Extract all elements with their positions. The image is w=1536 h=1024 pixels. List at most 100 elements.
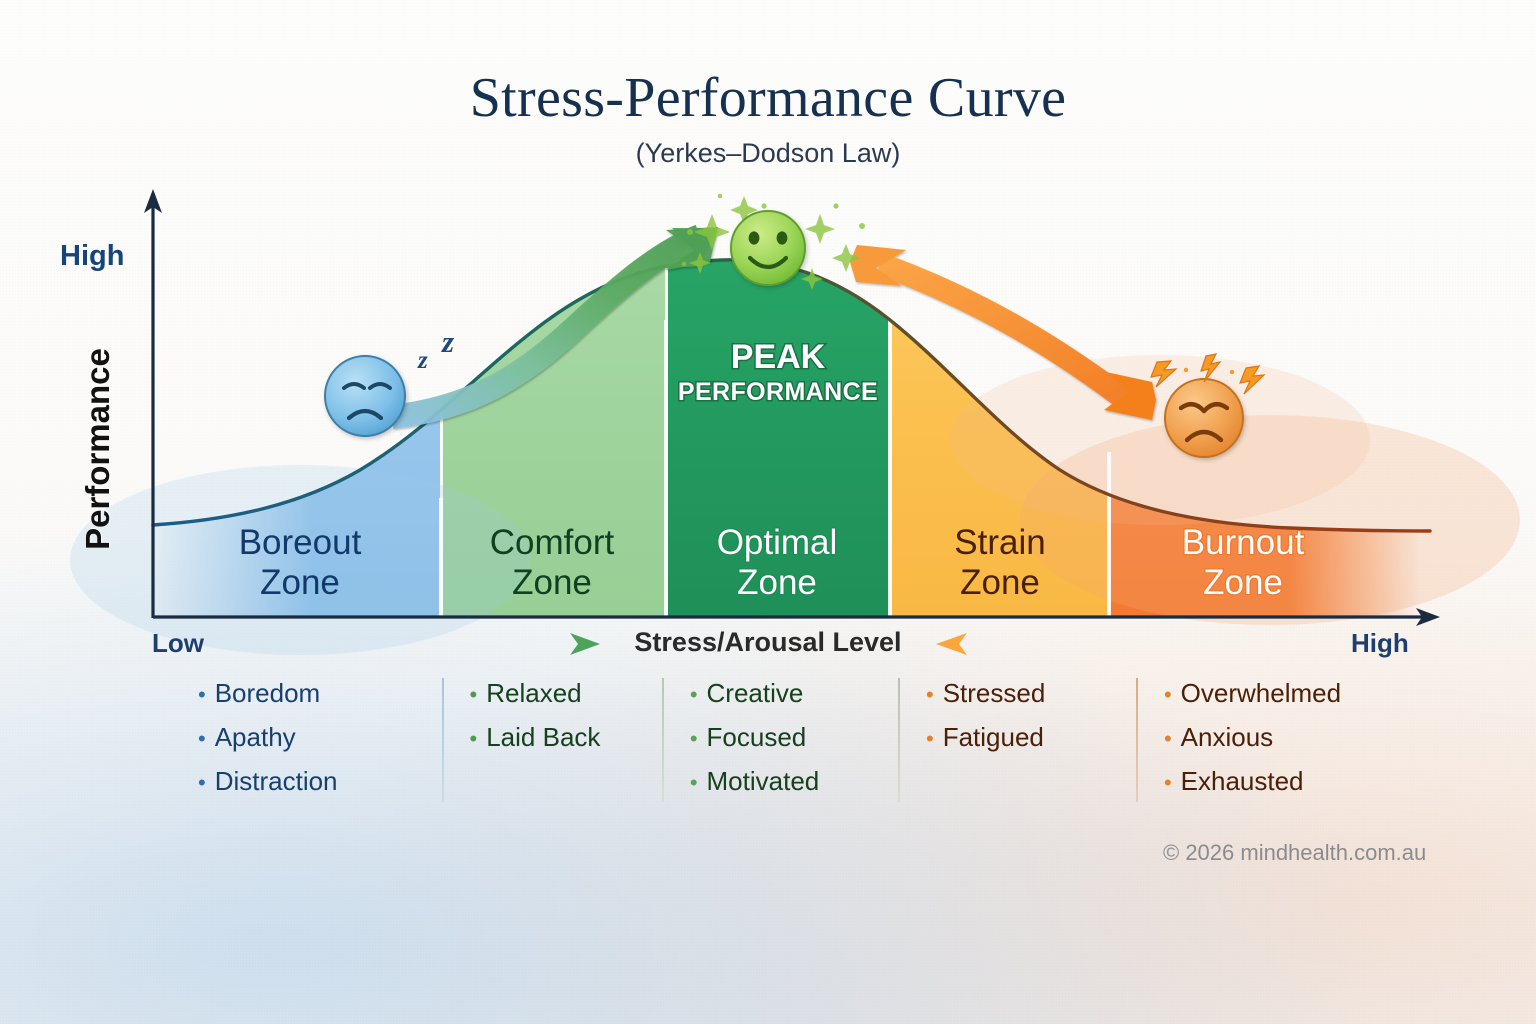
traits-column-strain: • Stressed • Fatigued	[900, 672, 1138, 812]
rising-arrow	[390, 224, 718, 429]
trait-item: • Stressed	[926, 672, 1138, 716]
trait-label: Creative	[706, 678, 804, 708]
svg-text:Strain: Strain	[954, 523, 1045, 562]
zone-label-burnout: Burnout Zone	[1180, 522, 1305, 604]
trait-item: • Relaxed	[470, 672, 664, 716]
trait-item: • Boredom	[198, 672, 444, 716]
svg-text:Burnout: Burnout	[1182, 523, 1305, 562]
trait-label: Fatigued	[942, 722, 1044, 752]
bullet-icon: •	[1163, 726, 1172, 751]
x-axis-title: Stress/Arousal Level	[634, 627, 902, 657]
haze-right	[1020, 415, 1520, 625]
sparkle-group	[681, 193, 865, 290]
trait-label: Focused	[706, 722, 807, 752]
svg-text:Zone: Zone	[260, 563, 340, 602]
sparkle-dot-icon	[859, 223, 865, 229]
traits-column-comfort: • Relaxed • Laid Back	[444, 672, 664, 812]
sparkle-icon	[832, 244, 860, 272]
trait-item: • Anxious	[1164, 716, 1428, 760]
column-divider	[661, 678, 664, 802]
sparkle-dot-icon	[761, 203, 767, 209]
sparkle-dot-icon	[681, 261, 687, 267]
y-axis-top-tick: High	[60, 240, 125, 272]
sparkle-dot-icon	[833, 203, 839, 209]
trait-item: • Motivated	[690, 760, 900, 804]
sparkle-icon	[805, 214, 835, 244]
sparkle-dot-icon	[687, 229, 693, 235]
smiling-face-icon	[730, 210, 806, 286]
y-axis-title: Performance	[79, 348, 116, 550]
bullet-icon: •	[1163, 770, 1172, 795]
sparkle-icon	[801, 268, 823, 290]
trait-item: • Focused	[690, 716, 900, 760]
sparkle-dot-icon	[717, 193, 723, 199]
sparkle-icon	[730, 196, 758, 224]
x-axis-low-arrow	[215, 633, 600, 655]
sleepy-face-icon	[324, 355, 406, 437]
trait-label: Exhausted	[1180, 766, 1304, 796]
trait-label: Apathy	[214, 722, 296, 752]
lightning-bolt-group	[1150, 353, 1266, 395]
zone-dividers	[439, 318, 1111, 616]
bullet-icon: •	[469, 726, 478, 751]
svg-text:Zone: Zone	[1203, 563, 1283, 602]
svg-text:Optimal: Optimal	[717, 523, 838, 562]
trait-item: • Apathy	[198, 716, 444, 760]
x-axis-arrowhead	[1416, 608, 1440, 626]
bullet-icon: •	[926, 726, 934, 751]
trait-item: • Exhausted	[1164, 760, 1428, 804]
svg-text:z: z	[417, 347, 428, 374]
bullet-icon: •	[198, 726, 206, 751]
column-divider	[1135, 678, 1138, 802]
lightning-bolt-icon	[1150, 360, 1178, 388]
bullet-icon: •	[689, 726, 698, 751]
peak-label-line1: PEAK	[731, 338, 826, 376]
trait-item: • Laid Back	[470, 716, 664, 760]
haze-left	[70, 465, 530, 655]
zone-fill-optimal	[668, 259, 889, 617]
x-axis-low-label: Low	[152, 628, 204, 658]
column-divider	[441, 678, 444, 802]
bullet-icon: •	[1163, 682, 1172, 707]
zone-label-comfort: Comfort Zone	[490, 523, 615, 602]
peak-label-line2: PERFORMANCE	[678, 378, 878, 406]
traits-column-burnout: • Overwhelmed • Anxious • Exhausted	[1138, 672, 1428, 812]
bullet-icon: •	[689, 770, 698, 795]
trait-item: • Creative	[690, 672, 900, 716]
trait-label: Overwhelmed	[1180, 678, 1342, 708]
traits-column-optimal: • Creative • Focused • Motivated	[664, 672, 900, 812]
trait-label: Stressed	[942, 678, 1046, 708]
trait-label: Boredom	[214, 678, 321, 708]
performance-curve	[151, 258, 1432, 533]
svg-text:Zone: Zone	[512, 563, 592, 602]
sparkle-icon	[689, 252, 711, 274]
trait-item: • Overwhelmed	[1164, 672, 1428, 716]
haze-right-2	[950, 355, 1370, 525]
page-title: Stress-Performance Curve	[469, 67, 1067, 129]
x-axis-high-arrow	[936, 633, 1340, 655]
angry-face-icon	[1164, 378, 1244, 458]
trait-label: Anxious	[1180, 722, 1274, 752]
sparkle-icon	[694, 214, 730, 250]
copyright-notice: © 2026 mindhealth.com.au	[1163, 840, 1427, 865]
bullet-icon: •	[689, 682, 698, 707]
trait-item: • Fatigued	[926, 716, 1138, 760]
trait-item: • Distraction	[198, 760, 444, 804]
trait-label: Relaxed	[486, 678, 582, 708]
page-subtitle: (Yerkes–Dodson Law)	[635, 138, 901, 168]
lightning-bolt-icon	[1200, 353, 1222, 383]
svg-text:Zone: Zone	[960, 563, 1040, 602]
bullet-icon: •	[469, 682, 478, 707]
zone-traits-row: • Boredom • Apathy • Distraction • Relax…	[153, 672, 1428, 812]
bullet-icon: •	[198, 682, 206, 707]
trait-label: Distraction	[214, 766, 338, 796]
zone-label-optimal: Optimal Zone	[715, 522, 838, 604]
svg-text:z: z	[441, 324, 454, 359]
lightning-bolt-icon	[1239, 365, 1266, 395]
zzz-icon: z z	[417, 324, 454, 374]
falling-arrow	[850, 245, 1156, 420]
trait-label: Motivated	[706, 766, 820, 796]
axis-lines	[151, 200, 1428, 619]
